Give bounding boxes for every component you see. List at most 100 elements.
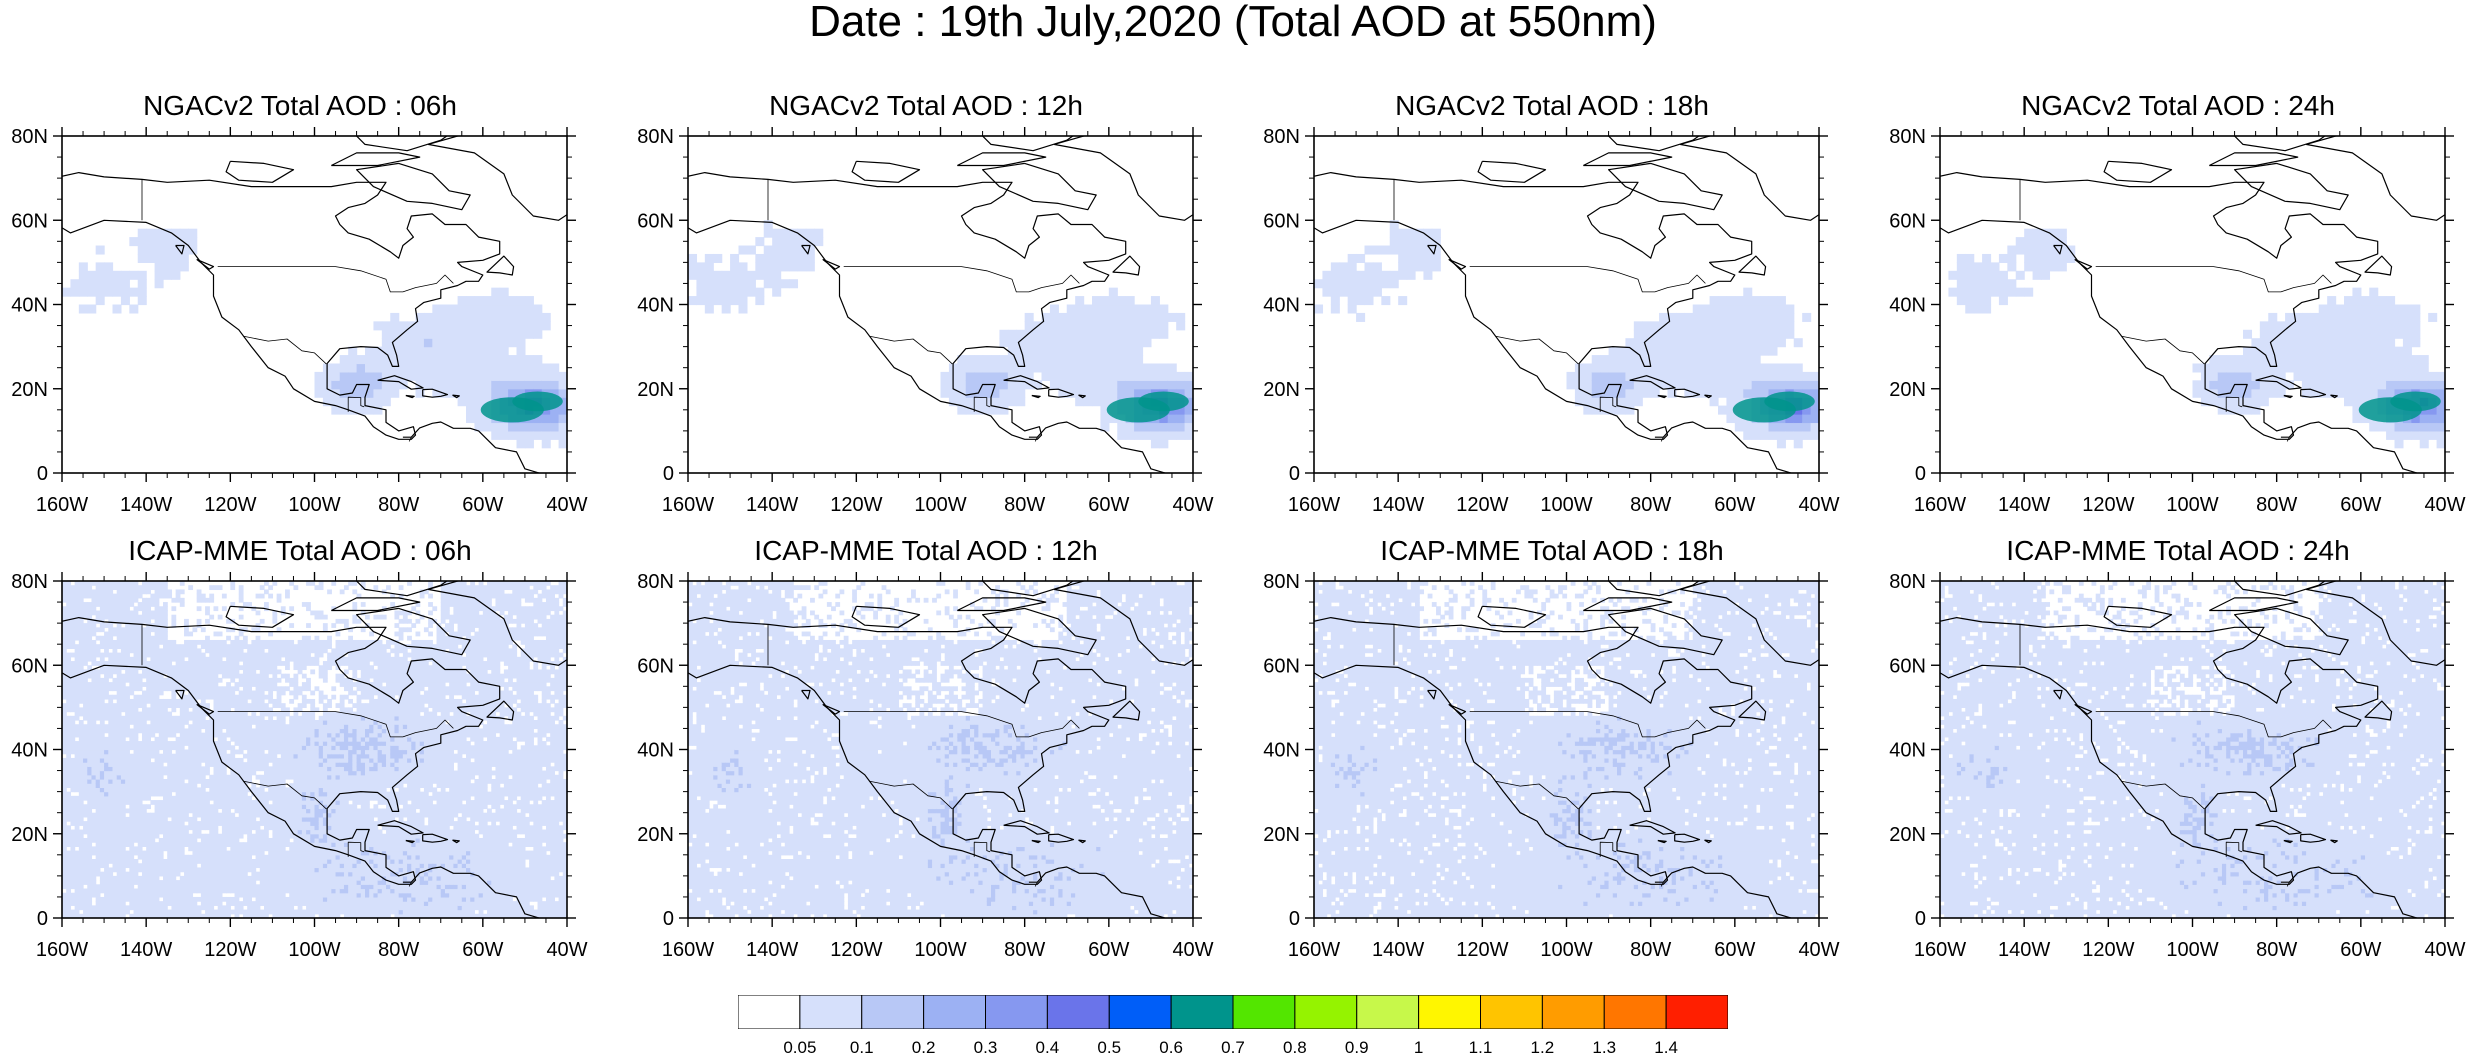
lat-tick-label: 20N (1889, 379, 1926, 401)
lat-tick-label: 60N (1263, 210, 1300, 232)
colorbar-swatch (1604, 995, 1666, 1029)
colorbar-swatch (862, 995, 924, 1029)
colorbar-tick-label: 0.5 (1097, 1038, 1121, 1058)
lon-tick-label: 100W (1540, 494, 1592, 516)
lat-tick-label: 40N (1263, 295, 1300, 317)
colorbar-swatch (1666, 995, 1728, 1029)
lat-tick-label: 80N (1889, 571, 1926, 593)
lon-tick-label: 120W (1456, 494, 1508, 516)
lon-tick-label: 140W (746, 494, 798, 516)
lon-tick-label: 80W (1004, 494, 1045, 516)
lat-tick-label: 0 (1915, 908, 1926, 930)
colorbar-tick-label: 0.9 (1345, 1038, 1369, 1058)
lat-tick-label: 0 (37, 908, 48, 930)
colorbar-tick-label: 1.4 (1654, 1038, 1678, 1058)
lon-tick-label: 120W (204, 939, 256, 961)
lat-tick-label: 20N (637, 379, 674, 401)
lon-tick-label: 160W (1288, 494, 1340, 516)
lat-tick-label: 40N (11, 295, 48, 317)
aod-colorbar (738, 995, 1728, 1029)
lon-tick-label: 100W (288, 939, 340, 961)
lat-tick-label: 80N (1889, 126, 1926, 148)
lon-tick-label: 160W (1288, 939, 1340, 961)
lon-tick-label: 160W (36, 939, 88, 961)
map-axes: 0 20N 40N 60N 80N 160W 140W 120W 100W 80W 60W 40W (0, 535, 600, 965)
colorbar-swatch (1419, 995, 1481, 1029)
lat-tick-label: 60N (1263, 655, 1300, 677)
lat-tick-label: 20N (1889, 824, 1926, 846)
lon-tick-label: 60W (1714, 939, 1755, 961)
figure-title: Date : 19th July,2020 (Total AOD at 550n… (0, 0, 2466, 48)
lon-tick-label: 100W (914, 494, 966, 516)
lon-tick-label: 160W (662, 939, 714, 961)
lat-tick-label: 60N (11, 655, 48, 677)
lat-tick-label: 20N (11, 824, 48, 846)
lat-tick-label: 40N (1263, 740, 1300, 762)
colorbar-tick-label: 0.2 (912, 1038, 936, 1058)
lat-tick-label: 80N (1263, 126, 1300, 148)
lat-tick-label: 0 (1289, 463, 1300, 485)
lat-tick-label: 80N (11, 571, 48, 593)
lon-tick-label: 60W (462, 939, 503, 961)
lon-tick-label: 60W (2340, 494, 2381, 516)
lon-tick-label: 80W (1630, 494, 1671, 516)
colorbar-swatch (924, 995, 986, 1029)
lat-tick-label: 20N (1263, 379, 1300, 401)
lat-tick-label: 60N (1889, 655, 1926, 677)
lat-tick-label: 80N (11, 126, 48, 148)
colorbar-swatch (1047, 995, 1109, 1029)
lat-tick-label: 20N (11, 379, 48, 401)
lat-tick-label: 80N (1263, 571, 1300, 593)
colorbar-swatch (1542, 995, 1604, 1029)
lat-tick-label: 60N (637, 210, 674, 232)
lon-tick-label: 140W (120, 939, 172, 961)
lat-tick-label: 0 (663, 908, 674, 930)
colorbar-tick-label: 1.1 (1469, 1038, 1493, 1058)
lon-tick-label: 100W (1540, 939, 1592, 961)
lon-tick-label: 100W (288, 494, 340, 516)
lat-tick-label: 60N (1889, 210, 1926, 232)
colorbar-swatch (1295, 995, 1357, 1029)
lat-tick-label: 80N (637, 126, 674, 148)
lon-tick-label: 40W (1172, 939, 1213, 961)
colorbar-tick-label: 0.3 (974, 1038, 998, 1058)
lon-tick-label: 40W (546, 939, 587, 961)
lat-tick-label: 40N (637, 295, 674, 317)
lat-tick-label: 60N (637, 655, 674, 677)
lat-tick-label: 0 (663, 463, 674, 485)
lat-tick-label: 60N (11, 210, 48, 232)
lon-tick-label: 40W (1798, 939, 1839, 961)
colorbar-swatch (1481, 995, 1543, 1029)
colorbar-tick-label: 1.3 (1592, 1038, 1616, 1058)
lon-tick-label: 120W (2082, 494, 2134, 516)
lon-tick-label: 40W (1172, 494, 1213, 516)
colorbar-tick-label: 0.8 (1283, 1038, 1307, 1058)
lon-tick-label: 80W (378, 939, 419, 961)
lat-tick-label: 40N (11, 740, 48, 762)
lon-tick-label: 40W (2424, 939, 2465, 961)
colorbar-tick-label: 0.7 (1221, 1038, 1245, 1058)
lat-tick-label: 0 (1915, 463, 1926, 485)
lon-tick-label: 80W (2256, 939, 2297, 961)
lon-tick-label: 140W (120, 494, 172, 516)
lon-tick-label: 140W (1998, 939, 2050, 961)
colorbar-tick-label: 0.05 (783, 1038, 816, 1058)
lon-tick-label: 140W (1998, 494, 2050, 516)
lat-tick-label: 20N (1263, 824, 1300, 846)
colorbar-tick-label: 1.2 (1531, 1038, 1555, 1058)
lon-tick-label: 80W (1630, 939, 1671, 961)
colorbar-swatch (1171, 995, 1233, 1029)
colorbar-swatch (1109, 995, 1171, 1029)
lat-tick-label: 0 (1289, 908, 1300, 930)
lat-tick-label: 20N (637, 824, 674, 846)
